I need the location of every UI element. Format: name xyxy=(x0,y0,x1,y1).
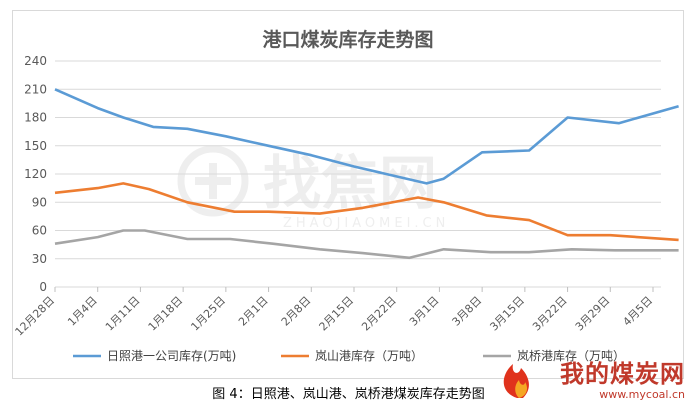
corner-brand-url: www.mycoal.cn xyxy=(599,388,685,401)
y-tick-label: 90 xyxy=(32,195,47,209)
x-tick-label: 2月8日 xyxy=(279,294,314,329)
corner-brand-name: 我的煤炭网 xyxy=(560,359,685,388)
plot-area: 0 30 60 90 120 150 180 210 240 12月28日 1月4日 1月11日 1月1… xyxy=(13,54,679,363)
legend-label: 日照港一公司库存(万吨) xyxy=(107,348,236,363)
y-tick-label: 120 xyxy=(24,167,47,181)
x-tick-label: 4月5日 xyxy=(620,294,655,329)
legend-label: 岚山港库存（万吨） xyxy=(315,348,423,363)
x-tick-label: 1月25日 xyxy=(188,294,228,334)
chart-frame: 港口煤炭库存走势图 找焦网 ZHAOJIAOMEI.CN 0 30 60 90 120 1… xyxy=(12,10,684,379)
series-line-3 xyxy=(54,229,679,260)
y-tick-label: 180 xyxy=(24,111,47,125)
y-tick-label: 240 xyxy=(24,54,47,68)
legend-label: 岚桥港库存（万吨） xyxy=(517,348,625,363)
series-line-2 xyxy=(54,182,679,242)
y-tick-label: 60 xyxy=(32,224,47,238)
x-tick-label: 3月22日 xyxy=(530,294,570,334)
x-tick-label: 12月28日 xyxy=(13,294,57,339)
x-tick-label: 1月11日 xyxy=(103,294,143,334)
y-tick-label: 150 xyxy=(24,139,47,153)
x-tick-label: 3月15日 xyxy=(487,294,527,334)
x-tick-label: 3月1日 xyxy=(407,294,442,329)
x-tick-label: 3月8日 xyxy=(450,294,485,329)
flame-logo-icon xyxy=(503,364,529,398)
y-tick-label: 210 xyxy=(24,82,47,96)
watermark: 找焦网 ZHAOJIAOMEI.CN xyxy=(177,145,449,231)
watermark-subtext: ZHAOJIAOMEI.CN xyxy=(283,216,449,231)
figure-caption: 图 4：日照港、岚山港、岚桥港煤炭库存走势图 xyxy=(212,387,485,402)
watermark-text: 找焦网 xyxy=(263,149,437,217)
y-tick-label: 30 xyxy=(32,252,47,266)
x-tick-label: 2月15日 xyxy=(317,294,357,334)
x-tick-label: 1月18日 xyxy=(146,294,186,334)
y-tick-label: 0 xyxy=(39,280,47,294)
x-tick-label: 2月22日 xyxy=(359,294,399,334)
x-tick-label: 3月29日 xyxy=(573,294,613,334)
series-line-1 xyxy=(54,88,679,185)
chart-title: 港口煤炭库存走势图 xyxy=(262,29,434,51)
x-tick-label: 2月1日 xyxy=(236,294,271,329)
x-tick-label: 1月4日 xyxy=(65,294,100,329)
